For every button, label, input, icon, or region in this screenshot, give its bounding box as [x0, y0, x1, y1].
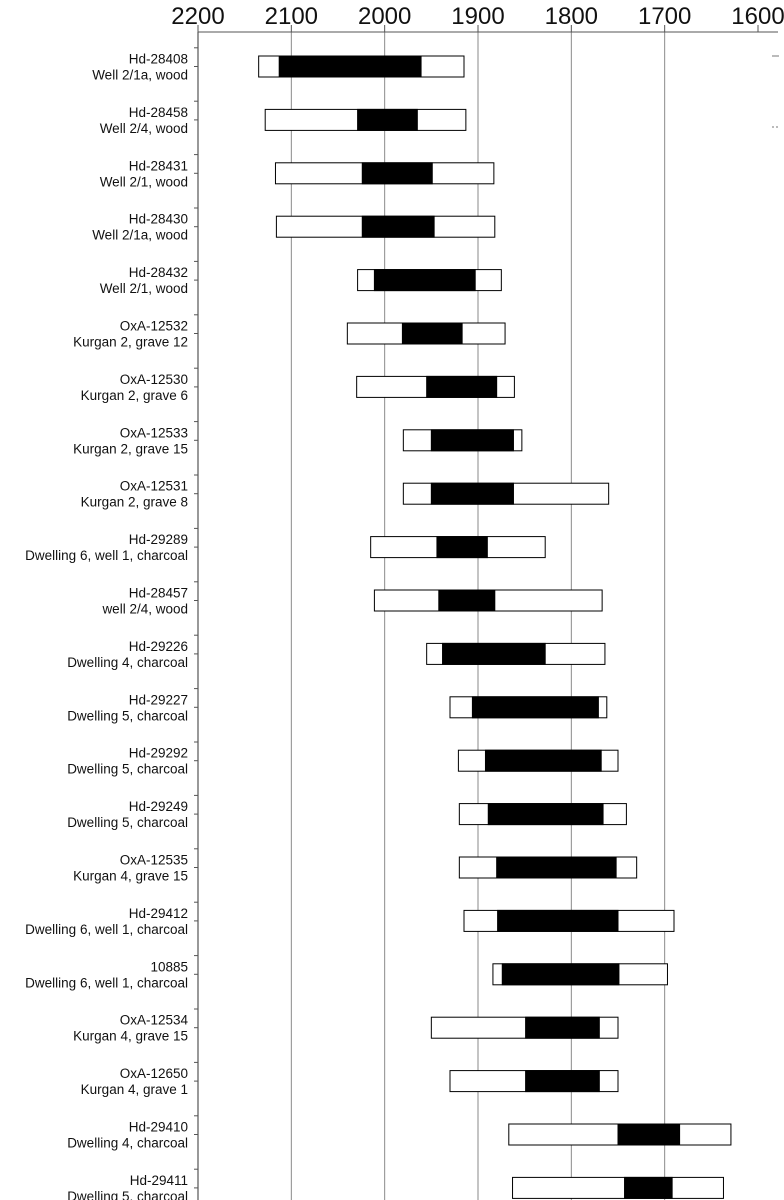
inner-range-bar: [617, 1123, 681, 1146]
sample-id-label: Hd-28408: [129, 52, 188, 67]
sample-context-label: Well 2/1a, wood: [92, 68, 188, 83]
sample-context-label: Kurgan 2, grave 12: [73, 335, 188, 350]
sample-id-label: Hd-28430: [129, 212, 188, 227]
sample-context-label: Dwelling 6, well 1, charcoal: [25, 975, 188, 990]
sample-id-label: OxA-12533: [120, 425, 188, 440]
sample-id-label: Hd-29411: [130, 1173, 188, 1188]
sample-id-label: 10885: [150, 959, 188, 974]
inner-range-bar: [426, 375, 498, 398]
sample-id-label: Hd-28458: [129, 105, 188, 120]
inner-range-bar: [624, 1176, 673, 1199]
sample-context-label: Kurgan 2, grave 15: [73, 441, 188, 456]
x-tick-label-2100: 2100: [265, 3, 318, 30]
sample-context-label: Kurgan 4, grave 1: [81, 1082, 188, 1097]
sample-context-label: well 2/4, wood: [101, 602, 188, 617]
x-tick-label-1600: 1600: [731, 3, 784, 30]
sample-id-label: OxA-12534: [120, 1013, 189, 1028]
sample-context-label: Dwelling 5, charcoal: [67, 1189, 188, 1200]
inner-range-bar: [430, 429, 514, 452]
sample-id-label: Hd-29227: [129, 692, 188, 707]
x-tick-label-2000: 2000: [358, 3, 411, 30]
sample-id-label: Hd-28432: [129, 265, 188, 280]
sample-id-label: Hd-29412: [129, 906, 188, 921]
sample-context-label: Dwelling 4, charcoal: [67, 1136, 188, 1151]
sample-context-label: Kurgan 4, grave 15: [73, 869, 188, 884]
sample-context-label: Dwelling 6, well 1, charcoal: [25, 548, 188, 563]
sample-id-label: Hd-29289: [129, 532, 188, 547]
inner-range-bar: [501, 963, 620, 986]
sample-context-label: Kurgan 2, grave 8: [81, 495, 188, 510]
sample-context-label: Dwelling 6, well 1, charcoal: [25, 922, 188, 937]
sample-context-label: Dwelling 5, charcoal: [67, 815, 188, 830]
sample-id-label: OxA-12532: [120, 319, 188, 334]
sample-context-label: Well 2/1, wood: [100, 281, 188, 296]
inner-range-bar: [442, 642, 546, 665]
sample-context-label: Well 2/4, wood: [100, 121, 188, 136]
x-tick-label-1800: 1800: [545, 3, 598, 30]
sample-context-label: Dwelling 5, charcoal: [67, 708, 188, 723]
inner-range-bar: [487, 803, 604, 826]
inner-range-bar: [357, 108, 418, 131]
outer-range-bar: [512, 1176, 724, 1199]
inner-range-bar: [525, 1016, 600, 1039]
top-axis: 2200 2100 2000 1900 1800 1700 1600: [171, 3, 784, 33]
sample-id-label: OxA-12531: [120, 479, 188, 494]
sample-id-label: OxA-12530: [120, 372, 188, 387]
range-bars: [258, 55, 732, 1199]
x-tick-label-1900: 1900: [451, 3, 504, 30]
sample-context-label: Kurgan 4, grave 15: [73, 1029, 188, 1044]
sample-id-label: Hd-29292: [129, 746, 188, 761]
sample-id-label: Hd-29226: [129, 639, 188, 654]
inner-range-bar: [497, 909, 619, 932]
inner-range-bar: [373, 269, 476, 292]
inner-range-bar: [484, 749, 602, 772]
sample-context-label: Well 2/1a, wood: [92, 228, 188, 243]
sample-context-label: Kurgan 2, grave 6: [81, 388, 188, 403]
inner-range-bar: [436, 536, 488, 559]
inner-range-bar: [496, 856, 617, 879]
inner-range-bar: [438, 589, 496, 612]
sample-context-label: Dwelling 4, charcoal: [67, 655, 188, 670]
sample-id-label: Hd-29410: [129, 1120, 188, 1135]
inner-range-bar: [430, 482, 514, 505]
sample-id-label: Hd-28431: [129, 158, 188, 173]
sample-context-label: Well 2/1, wood: [100, 174, 188, 189]
x-tick-label-1700: 1700: [638, 3, 691, 30]
sample-id-label: Hd-29249: [129, 799, 188, 814]
inner-range-bar: [361, 215, 435, 238]
sample-id-label: OxA-12535: [120, 853, 188, 868]
inner-range-bar: [471, 696, 599, 719]
sample-id-label: Hd-28457: [129, 586, 188, 601]
x-tick-label-2200: 2200: [171, 3, 224, 30]
sample-context-label: Dwelling 5, charcoal: [67, 762, 188, 777]
sample-id-label: OxA-12650: [120, 1066, 188, 1081]
inner-range-bar: [525, 1070, 600, 1093]
inner-range-bar: [401, 322, 463, 345]
inner-range-bar: [278, 55, 422, 78]
inner-range-bar: [361, 162, 433, 185]
